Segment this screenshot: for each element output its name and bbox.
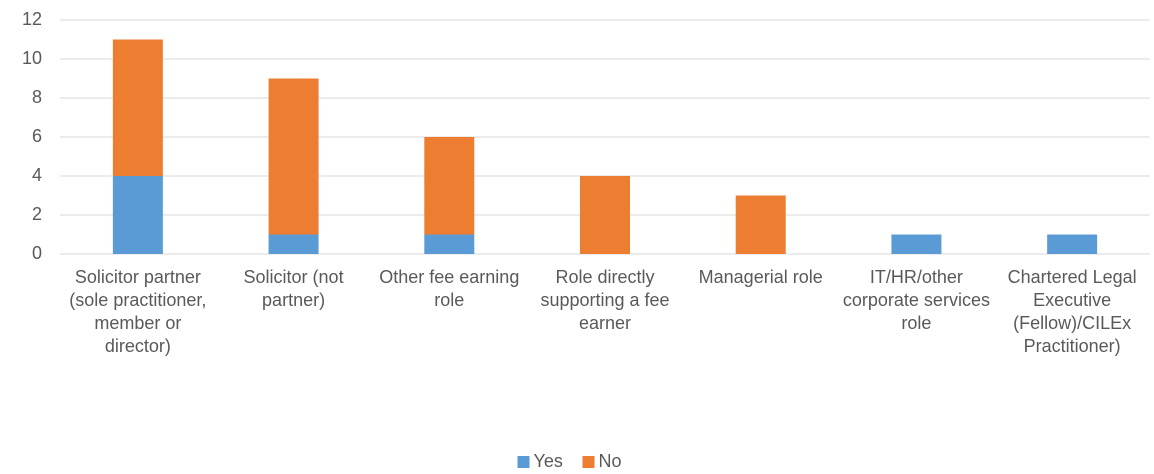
x-tick-label: Solicitor partner (sole practitioner, me… — [69, 267, 207, 356]
bar-segment — [112, 39, 163, 176]
x-tick-label: Chartered Legal Executive (Fellow)/CILEx… — [1007, 267, 1137, 356]
y-tick-label: 2 — [32, 204, 42, 224]
x-tick-label: Role directly supporting a fee earner — [540, 267, 670, 333]
bar-segment — [891, 234, 942, 254]
bar-segment — [268, 234, 319, 254]
x-tick-label: Other fee earning role — [379, 267, 520, 310]
legend-label: No — [599, 451, 622, 471]
y-tick-label: 10 — [22, 48, 42, 68]
y-tick-label: 0 — [32, 243, 42, 263]
x-tick-label: Solicitor (not partner) — [243, 267, 344, 310]
legend-label: Yes — [534, 451, 563, 471]
bar-segment — [424, 137, 475, 235]
legend-swatch — [582, 456, 595, 468]
y-tick-label: 4 — [32, 165, 42, 185]
bar-segment — [1047, 234, 1098, 254]
bar-segment — [580, 176, 630, 254]
y-tick-label: 12 — [22, 9, 42, 29]
bar-segment — [268, 78, 319, 235]
x-tick-label: Managerial role — [698, 267, 823, 287]
y-tick-label: 6 — [32, 126, 42, 146]
x-tick-label: IT/HR/other corporate services role — [842, 267, 990, 333]
bar-segment — [735, 195, 786, 254]
bar-segment — [424, 234, 475, 254]
bar-segment — [112, 176, 163, 254]
legend-swatch — [517, 456, 530, 468]
y-tick-label: 8 — [32, 87, 42, 107]
